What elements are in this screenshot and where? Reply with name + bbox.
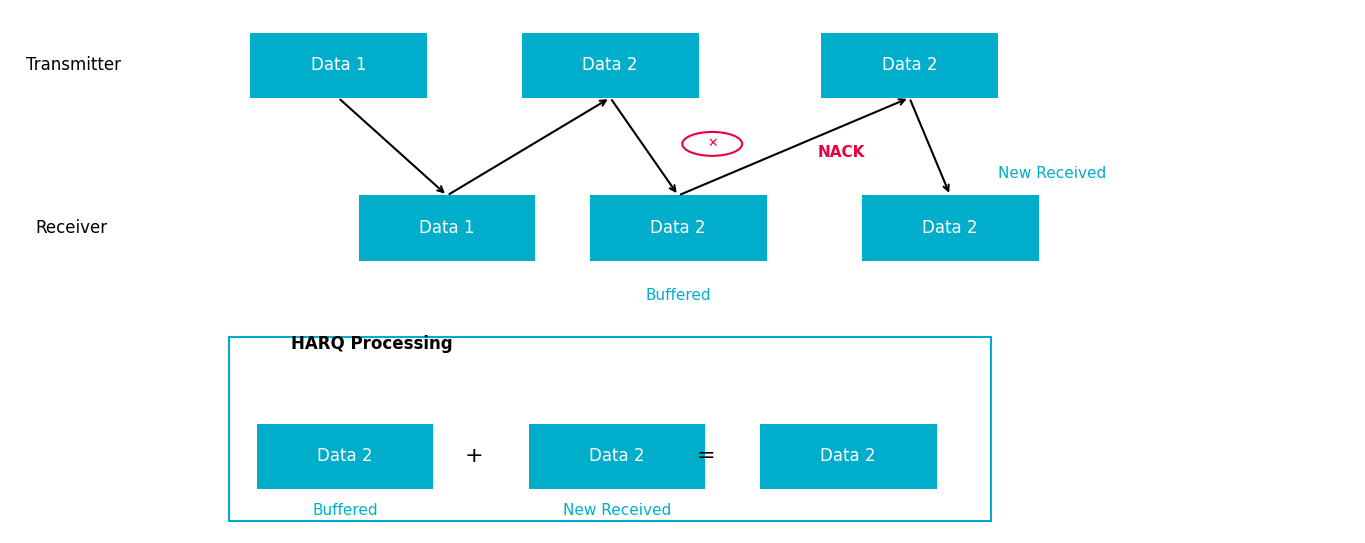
Text: ✕: ✕ (707, 137, 718, 150)
FancyBboxPatch shape (528, 424, 706, 489)
Text: New Received: New Received (998, 166, 1107, 181)
Text: Buffered: Buffered (646, 288, 711, 304)
Circle shape (682, 132, 743, 156)
FancyBboxPatch shape (820, 33, 998, 98)
Text: Data 2: Data 2 (882, 56, 938, 74)
Text: +: + (465, 446, 483, 466)
Text: Data 2: Data 2 (317, 447, 373, 465)
Text: NACK: NACK (818, 144, 865, 160)
FancyBboxPatch shape (861, 195, 1039, 261)
Text: Transmitter: Transmitter (26, 56, 120, 74)
FancyBboxPatch shape (521, 33, 699, 98)
Text: Data 2: Data 2 (820, 447, 876, 465)
Text: Data 2: Data 2 (923, 219, 977, 237)
Text: Data 2: Data 2 (651, 219, 706, 237)
Text: Data 1: Data 1 (419, 219, 475, 237)
FancyBboxPatch shape (229, 337, 991, 521)
Text: Buffered: Buffered (313, 503, 378, 518)
Text: Data 2: Data 2 (583, 56, 637, 74)
FancyBboxPatch shape (257, 424, 434, 489)
FancyBboxPatch shape (590, 195, 767, 261)
Text: =: = (696, 446, 715, 466)
FancyBboxPatch shape (359, 195, 535, 261)
Text: Data 1: Data 1 (310, 56, 366, 74)
Text: New Received: New Received (562, 503, 672, 518)
FancyBboxPatch shape (250, 33, 427, 98)
Text: HARQ Processing: HARQ Processing (291, 335, 452, 353)
Text: Receiver: Receiver (35, 219, 106, 237)
Text: Data 2: Data 2 (590, 447, 644, 465)
FancyBboxPatch shape (760, 424, 936, 489)
